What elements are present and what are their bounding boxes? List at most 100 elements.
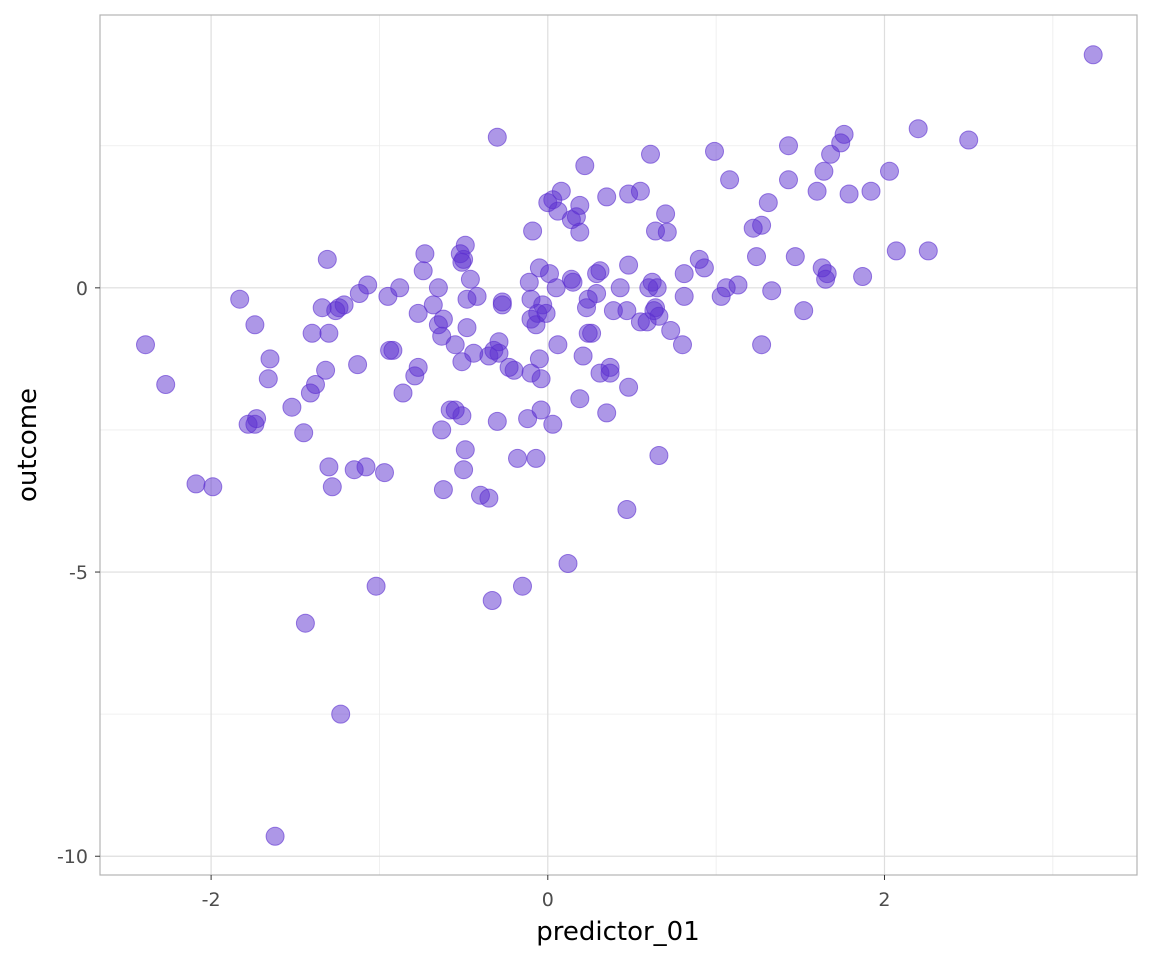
data-point bbox=[519, 272, 539, 292]
data-point bbox=[814, 161, 834, 181]
data-point bbox=[230, 289, 250, 309]
data-point bbox=[861, 181, 881, 201]
data-point bbox=[452, 252, 472, 272]
y-axis-title: outcome bbox=[13, 388, 43, 502]
data-point bbox=[454, 460, 474, 480]
data-point bbox=[779, 136, 798, 156]
data-point bbox=[317, 249, 337, 269]
data-point bbox=[331, 704, 351, 724]
data-point bbox=[656, 204, 676, 224]
data-point bbox=[526, 448, 546, 468]
data-point bbox=[619, 184, 639, 204]
data-point bbox=[543, 414, 563, 434]
data-point bbox=[432, 326, 452, 346]
data-point bbox=[487, 411, 507, 431]
data-point bbox=[590, 261, 610, 281]
data-point bbox=[561, 269, 581, 289]
data-point bbox=[390, 278, 410, 298]
data-point bbox=[807, 181, 827, 201]
data-point bbox=[639, 278, 659, 298]
data-point bbox=[322, 477, 342, 497]
data-point bbox=[457, 318, 477, 338]
data-point bbox=[529, 349, 549, 369]
data-point bbox=[316, 360, 336, 380]
data-point bbox=[694, 258, 714, 278]
data-point bbox=[518, 409, 538, 429]
data-point bbox=[578, 323, 598, 343]
data-point bbox=[711, 286, 731, 306]
data-point bbox=[546, 278, 566, 298]
data-point bbox=[600, 363, 620, 383]
data-point bbox=[489, 332, 509, 352]
data-point bbox=[455, 440, 475, 460]
y-axis-ticks: -10 -5 0 bbox=[57, 278, 100, 868]
data-point bbox=[432, 420, 452, 440]
data-point bbox=[785, 247, 805, 267]
x-tick-label: 2 bbox=[878, 889, 890, 911]
data-point bbox=[551, 181, 571, 201]
x-axis-title: predictor_01 bbox=[536, 917, 700, 947]
data-point bbox=[743, 218, 763, 238]
data-point bbox=[348, 355, 368, 375]
data-point bbox=[445, 335, 465, 355]
data-point bbox=[260, 349, 280, 369]
data-point bbox=[673, 335, 692, 355]
data-point bbox=[531, 369, 551, 389]
data-point bbox=[577, 298, 596, 318]
data-point bbox=[415, 244, 435, 264]
data-point bbox=[295, 613, 315, 633]
data-point bbox=[508, 448, 527, 468]
data-point bbox=[482, 591, 502, 610]
data-point bbox=[570, 222, 590, 242]
data-point bbox=[548, 335, 568, 355]
data-point bbox=[306, 375, 325, 394]
data-point bbox=[413, 261, 433, 281]
data-point bbox=[536, 303, 556, 323]
data-point bbox=[504, 360, 524, 380]
data-point bbox=[245, 315, 265, 335]
data-point bbox=[203, 477, 223, 497]
data-point bbox=[839, 184, 859, 204]
data-point bbox=[433, 480, 453, 500]
data-point bbox=[529, 258, 549, 278]
grid-lines bbox=[100, 15, 1137, 875]
data-point bbox=[433, 309, 453, 329]
data-point bbox=[959, 130, 979, 150]
data-point bbox=[319, 323, 339, 343]
data-point bbox=[366, 576, 386, 596]
data-point bbox=[479, 488, 499, 508]
data-point bbox=[575, 156, 595, 176]
data-point bbox=[649, 446, 669, 465]
data-point bbox=[487, 127, 507, 147]
data-point bbox=[752, 335, 772, 355]
data-point bbox=[467, 286, 487, 306]
data-point bbox=[319, 457, 339, 477]
data-point bbox=[349, 284, 369, 303]
data-point bbox=[908, 119, 928, 139]
data-point bbox=[156, 375, 176, 394]
data-point bbox=[617, 301, 637, 321]
plot-border bbox=[99, 14, 1138, 876]
x-tick-label: 0 bbox=[542, 889, 554, 911]
data-point bbox=[661, 321, 681, 340]
data-point bbox=[258, 369, 278, 389]
data-point bbox=[619, 255, 639, 275]
data-point bbox=[657, 222, 677, 242]
data-point bbox=[302, 323, 322, 343]
data-point bbox=[674, 264, 694, 284]
data-point bbox=[570, 389, 590, 409]
data-points bbox=[136, 45, 1103, 846]
data-point bbox=[247, 409, 267, 429]
data-point bbox=[531, 400, 551, 420]
data-point bbox=[383, 340, 403, 360]
data-point bbox=[513, 576, 532, 596]
data-point bbox=[460, 269, 480, 289]
y-tick-label: 0 bbox=[76, 278, 88, 300]
data-point bbox=[794, 301, 814, 321]
data-point bbox=[136, 335, 155, 355]
data-point bbox=[617, 500, 637, 519]
data-point bbox=[918, 241, 938, 261]
data-point bbox=[597, 403, 617, 423]
data-point bbox=[674, 286, 694, 306]
